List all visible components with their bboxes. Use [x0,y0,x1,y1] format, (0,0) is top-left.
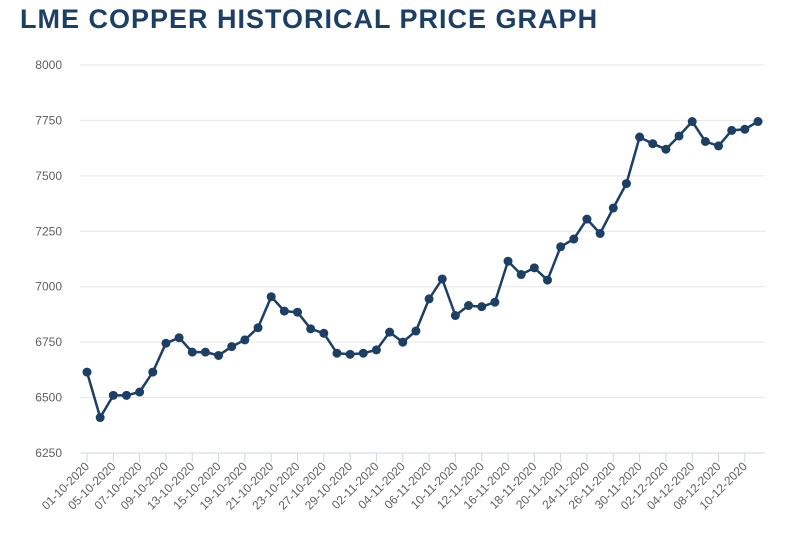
y-tick-label: 6750 [35,335,62,349]
data-point[interactable] [437,274,447,284]
data-point[interactable] [714,141,724,151]
data-point[interactable] [648,139,658,149]
y-tick-label: 7000 [35,280,62,294]
y-axis: 6250 6500 6750 7000 7250 7500 7750 8000 [35,58,62,460]
data-point[interactable] [542,275,552,285]
data-point[interactable] [490,297,500,307]
data-point[interactable] [174,333,184,343]
series-copper-price [82,117,763,423]
data-point[interactable] [319,328,329,338]
chart-title: LME COPPER HISTORICAL PRICE GRAPH [20,4,599,34]
data-point[interactable] [371,345,381,355]
data-point[interactable] [253,323,263,333]
data-point[interactable] [608,203,618,213]
data-point[interactable] [661,144,671,154]
data-point[interactable] [582,214,592,224]
data-point[interactable] [200,347,210,357]
y-tick-label: 6500 [35,391,62,405]
data-point[interactable] [529,263,539,273]
gridlines [80,64,765,454]
data-point[interactable] [240,335,250,345]
data-point[interactable] [556,242,566,252]
y-tick-label: 7500 [35,169,62,183]
data-point[interactable] [687,117,697,127]
data-point[interactable] [345,349,355,359]
data-point[interactable] [464,301,474,311]
data-point[interactable] [700,136,710,146]
data-point[interactable] [753,117,763,127]
data-point[interactable] [135,387,145,397]
data-point[interactable] [187,347,197,357]
data-point[interactable] [674,131,684,141]
data-point[interactable] [740,124,750,134]
y-tick-label: 7750 [35,113,62,127]
data-point[interactable] [635,132,645,142]
y-tick-label: 6250 [35,446,62,460]
data-point[interactable] [121,390,131,400]
data-point[interactable] [477,302,487,312]
y-tick-label: 7250 [35,224,62,238]
data-point[interactable] [82,367,92,377]
series-line [85,120,759,419]
data-point[interactable] [450,311,460,321]
data-point[interactable] [727,125,737,135]
data-point[interactable] [161,338,171,348]
x-axis: 01-10-202005-10-202007-10-202009-10-2020… [39,453,750,513]
data-point[interactable] [424,294,434,304]
data-point[interactable] [332,348,342,358]
data-point[interactable] [148,367,158,377]
data-point[interactable] [411,326,421,336]
data-point[interactable] [266,292,276,302]
data-point[interactable] [358,348,368,358]
data-point[interactable] [516,270,526,280]
data-point[interactable] [95,413,105,423]
data-point[interactable] [503,256,513,266]
data-point[interactable] [214,350,224,360]
data-point[interactable] [398,337,408,347]
data-point[interactable] [108,390,118,400]
data-point[interactable] [385,327,395,337]
y-tick-label: 8000 [35,58,62,72]
data-point[interactable] [621,179,631,189]
data-point[interactable] [306,324,316,334]
data-point[interactable] [227,342,237,352]
data-point[interactable] [595,229,605,239]
data-point[interactable] [293,307,303,317]
data-point[interactable] [569,234,579,244]
data-point[interactable] [279,306,289,316]
